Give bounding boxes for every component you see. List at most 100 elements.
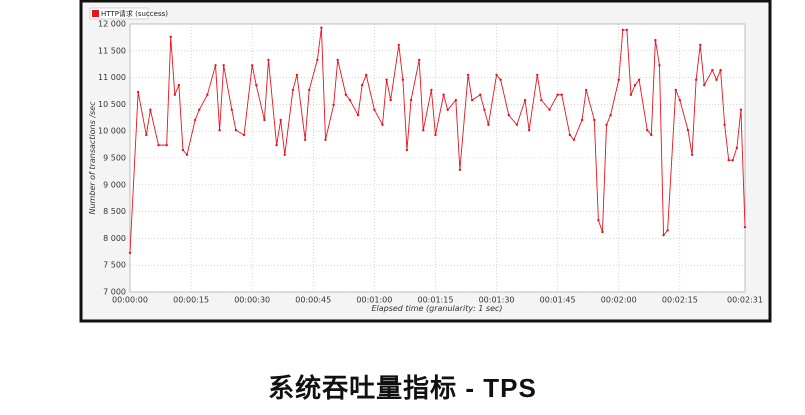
data-point — [149, 108, 152, 111]
data-point — [715, 78, 718, 81]
data-point — [422, 128, 425, 132]
data-point — [381, 123, 384, 126]
data-point — [536, 73, 539, 77]
data-point — [442, 93, 445, 96]
data-point — [185, 153, 189, 156]
data-point — [454, 98, 458, 102]
x-axis-title: Elapsed time (granularity: 1 sec) — [371, 304, 502, 313]
data-point — [678, 98, 682, 102]
y-tick-label: 11 000 — [98, 73, 126, 82]
data-point — [694, 78, 698, 81]
data-point — [593, 118, 596, 122]
data-point — [698, 43, 702, 47]
data-point — [690, 153, 694, 156]
chart: HTTP请求 (success) Elapsed time (granulari… — [79, 0, 772, 323]
data-point — [136, 90, 140, 94]
data-point — [291, 88, 295, 92]
data-point — [279, 118, 282, 122]
data-point — [389, 98, 392, 102]
data-point — [723, 123, 726, 126]
data-point — [198, 108, 201, 111]
data-point — [731, 158, 734, 162]
data-point — [177, 83, 181, 87]
data-point — [145, 133, 148, 137]
data-point — [365, 73, 368, 77]
data-point — [548, 108, 551, 111]
data-point — [336, 58, 339, 62]
data-point — [430, 88, 433, 92]
data-point — [169, 35, 172, 39]
data-point — [206, 93, 209, 96]
data-point — [373, 108, 376, 111]
data-point — [739, 108, 743, 111]
y-tick-label: 10 500 — [98, 100, 126, 109]
data-point — [401, 78, 405, 81]
legend-swatch — [92, 10, 99, 17]
data-point — [625, 28, 629, 32]
y-tick-label: 10 000 — [98, 127, 126, 136]
data-point — [234, 128, 238, 132]
data-point — [654, 38, 657, 42]
data-point — [242, 133, 246, 137]
data-point — [686, 128, 690, 132]
data-point — [629, 93, 633, 96]
y-tick-label: 8 000 — [103, 234, 126, 243]
data-point — [568, 133, 572, 137]
x-tick-label: 00:02:15 — [662, 296, 698, 305]
x-tick-label: 00:01:15 — [417, 296, 453, 305]
y-tick-label: 11 500 — [98, 46, 126, 55]
data-point — [662, 233, 665, 237]
caption: 系统吞吐量指标 - TPS — [268, 373, 537, 403]
data-point — [743, 225, 747, 229]
data-point — [320, 26, 323, 29]
y-tick-label: 7 500 — [103, 261, 126, 270]
data-point — [650, 133, 653, 137]
data-point — [409, 98, 413, 102]
y-axis-title: Number of transactions /sec — [88, 101, 97, 215]
data-point — [470, 98, 474, 102]
data-point — [230, 108, 234, 111]
data-point — [703, 83, 706, 87]
legend — [89, 7, 149, 20]
data-point — [263, 118, 266, 122]
data-point — [584, 88, 588, 92]
y-tick-label: 7 000 — [103, 288, 126, 297]
data-point — [303, 138, 307, 141]
data-point — [255, 83, 258, 87]
data-point — [617, 78, 620, 81]
data-point — [275, 143, 278, 147]
y-tick-label: 8 500 — [103, 207, 126, 216]
data-point — [727, 158, 730, 162]
data-point — [666, 229, 669, 232]
data-point — [507, 113, 510, 117]
data-point — [735, 146, 739, 150]
data-point — [556, 93, 559, 96]
data-point — [674, 88, 677, 92]
data-point — [218, 128, 221, 132]
data-point — [283, 153, 286, 156]
data-point — [580, 118, 584, 122]
data-point — [267, 58, 270, 62]
x-tick-label: 00:02:00 — [601, 296, 637, 305]
data-point — [466, 73, 470, 77]
data-point — [308, 88, 311, 92]
y-tick-label: 9 000 — [103, 180, 126, 189]
data-point — [397, 43, 401, 47]
data-point — [181, 148, 185, 152]
x-tick-label: 00:01:45 — [540, 296, 576, 305]
data-point — [348, 98, 352, 102]
x-tick-label: 00:00:15 — [173, 296, 209, 305]
data-point — [344, 93, 348, 96]
data-point — [637, 78, 641, 81]
data-point — [214, 64, 217, 67]
data-point — [250, 64, 254, 67]
data-point — [165, 143, 168, 147]
data-point — [495, 73, 498, 77]
data-point — [356, 113, 360, 117]
data-point — [479, 93, 482, 96]
x-tick-label: 00:01:00 — [356, 296, 392, 305]
data-point — [560, 93, 563, 96]
x-tick-label: 00:01:30 — [479, 296, 515, 305]
data-point — [458, 168, 462, 171]
